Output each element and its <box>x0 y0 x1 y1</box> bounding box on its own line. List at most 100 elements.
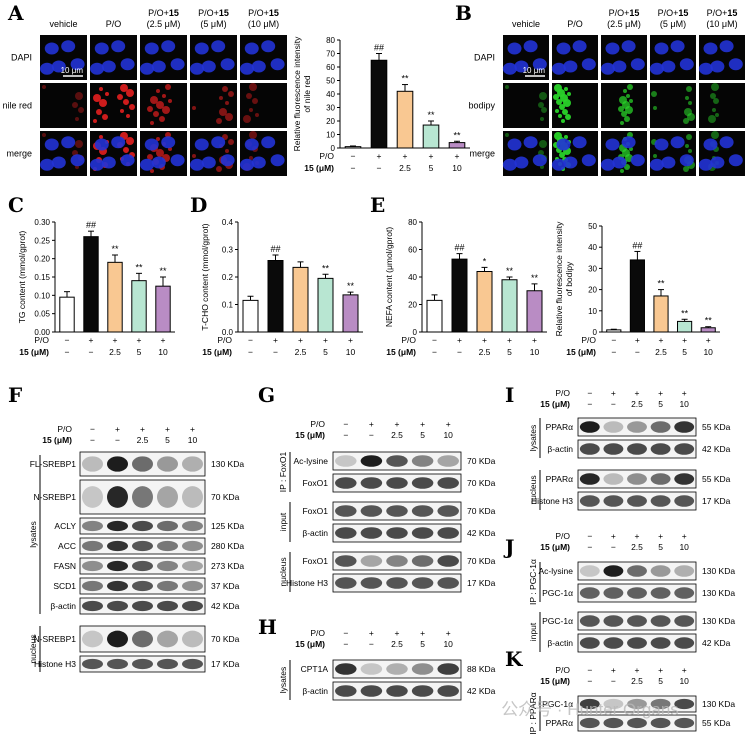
nucleus-dapi <box>251 60 266 73</box>
treatment-row-label: 15 (μM) <box>295 430 325 440</box>
signal-blob <box>126 114 130 118</box>
group-label: nucleus <box>278 557 288 586</box>
blot-band <box>579 717 600 729</box>
blot-band <box>437 663 459 675</box>
treatment-po: − <box>587 388 592 398</box>
blot-band <box>603 717 624 729</box>
treatment-row-label: P/O <box>217 335 232 345</box>
treatment-dose: − <box>115 435 120 445</box>
signal-blob <box>162 94 166 98</box>
treatment-dose: 2.5 <box>655 347 667 357</box>
signal-blob <box>715 113 719 117</box>
treatment-po: + <box>190 424 195 434</box>
blot-row-label: β-actin <box>302 528 328 538</box>
blot-band <box>335 477 357 489</box>
panel-label-F: F <box>8 383 22 407</box>
treatment-dose: 2.5 <box>631 676 643 686</box>
signal-blob <box>156 89 160 93</box>
significance-mark: ** <box>322 263 330 273</box>
blot-band <box>603 565 624 577</box>
y-tick-label: 30 <box>326 104 335 113</box>
treatment-po: − <box>90 424 95 434</box>
micro-tile <box>240 83 287 128</box>
signal-blob <box>688 149 692 153</box>
blot-band <box>650 421 671 433</box>
nucleus-dapi <box>698 158 713 171</box>
signal-blob <box>683 118 689 124</box>
nucleus-dapi <box>120 58 135 71</box>
blot-band <box>437 505 459 517</box>
treatment-dose: − <box>89 347 94 357</box>
nucleus-dapi <box>710 60 725 73</box>
treatment-dose: − <box>611 399 616 409</box>
y-tick-label: 80 <box>326 36 335 45</box>
treatment-po: − <box>587 531 592 541</box>
signal-blob <box>216 118 222 124</box>
signal-blob <box>539 92 547 100</box>
kda-label: 42 KDa <box>702 444 731 454</box>
treatment-dose: − <box>611 542 616 552</box>
blot-band <box>386 577 408 589</box>
signal-blob <box>147 154 153 160</box>
blot-band <box>411 685 434 697</box>
blot-band <box>627 698 647 710</box>
treatment-dose: − <box>343 639 348 649</box>
micro-col-header: (5 μM) <box>660 19 686 29</box>
treatment-dose: 10 <box>452 163 462 173</box>
kda-label: 70 KDa <box>211 492 240 502</box>
blot-row-label: FoxO1 <box>302 556 328 566</box>
nucleus-dapi <box>194 138 209 151</box>
blot-band <box>107 630 128 648</box>
blot-row-label: Histone H3 <box>34 659 76 669</box>
bar <box>677 320 693 333</box>
nucleus-dapi <box>670 40 685 53</box>
blot-band <box>107 580 128 592</box>
kda-label: 17 KDa <box>702 496 731 506</box>
blot-band <box>650 565 671 577</box>
treatment-row-label: 15 (μM) <box>295 639 325 649</box>
panel-label-J: J <box>503 535 514 559</box>
treatment-po: − <box>248 335 253 345</box>
treatment-po: + <box>658 388 663 398</box>
treatment-dose: 5 <box>429 163 434 173</box>
y-tick-label: 0 <box>593 328 598 337</box>
nucleus-dapi <box>40 158 55 171</box>
nucleus-dapi <box>140 62 155 75</box>
blot-band <box>360 477 383 489</box>
kda-label: 55 KDa <box>702 422 731 432</box>
signal-blob <box>558 114 562 118</box>
nucleus-dapi <box>719 40 734 53</box>
blot-band <box>107 456 128 472</box>
treatment-row-label: 15 (μM) <box>540 399 570 409</box>
signal-blob <box>686 86 692 92</box>
blot-band <box>411 455 434 467</box>
nucleus-dapi <box>621 40 636 53</box>
treatment-dose: 10 <box>158 347 168 357</box>
blot-band <box>107 540 128 552</box>
signal-blob <box>216 166 222 172</box>
blot-band <box>82 600 103 612</box>
treatment-dose: 10 <box>679 676 689 686</box>
treatment-dose: − <box>587 676 592 686</box>
y-tick-label: 10 <box>326 131 335 140</box>
blot-row-label: Histone H3 <box>286 578 328 588</box>
nucleus-dapi <box>70 58 85 71</box>
treatment-po: + <box>457 335 462 345</box>
nucleus-dapi <box>244 138 259 151</box>
blot-band <box>386 477 408 489</box>
significance-mark: ** <box>657 279 665 289</box>
signal-blob <box>72 102 78 108</box>
treatment-po: + <box>658 531 663 541</box>
blot-band <box>437 477 459 489</box>
micro-col-header: P/O+15 <box>248 8 279 18</box>
blot-band <box>603 473 624 485</box>
signal-blob <box>539 140 547 148</box>
y-tick-label: 0.10 <box>34 291 50 300</box>
blot-band <box>674 421 695 433</box>
kda-label: 280 KDa <box>211 541 244 551</box>
blot-strip <box>332 659 462 679</box>
signal-blob <box>249 131 257 139</box>
blot-band <box>674 637 695 649</box>
nucleus-dapi <box>161 40 176 53</box>
